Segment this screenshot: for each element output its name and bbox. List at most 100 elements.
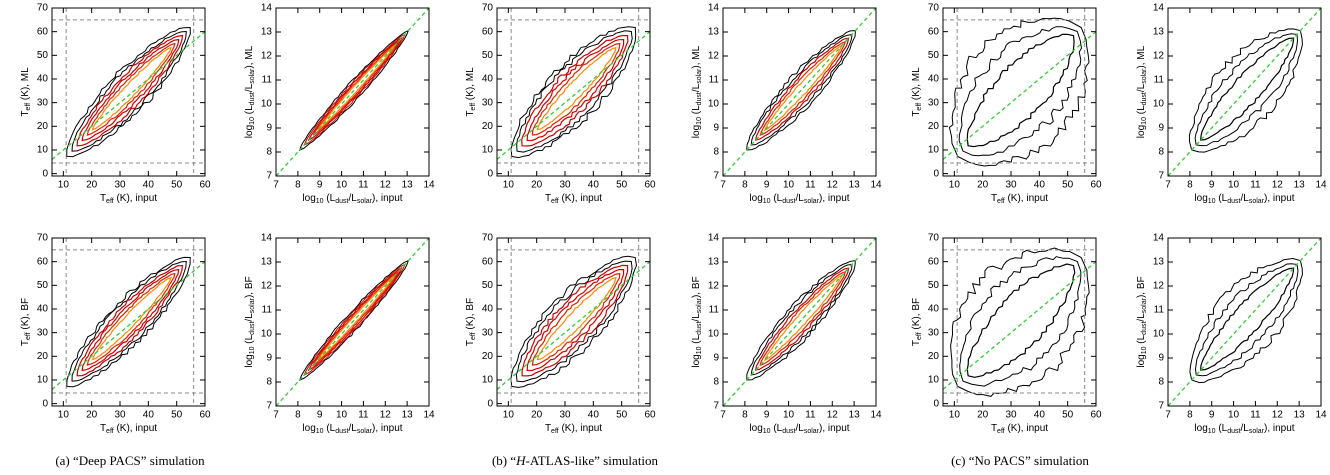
label-part: eff bbox=[25, 103, 32, 111]
label-part: T bbox=[20, 111, 31, 117]
x-tick-label: 9 bbox=[317, 410, 323, 421]
x-tick-label: 40 bbox=[588, 180, 600, 191]
contour bbox=[948, 17, 1090, 167]
label-part: 10 bbox=[316, 198, 324, 205]
label-part: (L bbox=[324, 423, 336, 434]
contour bbox=[526, 38, 625, 142]
label-part: /L bbox=[244, 313, 255, 322]
label-part: log bbox=[244, 354, 255, 367]
one-to-one-line bbox=[496, 31, 651, 160]
label-part: (L bbox=[244, 105, 255, 117]
caption: (c) “No PACS” simulation bbox=[951, 453, 1089, 468]
x-tick-label: 13 bbox=[402, 410, 414, 421]
label-part: 10 bbox=[696, 346, 703, 354]
plot-frame bbox=[496, 7, 651, 177]
label-part: dust bbox=[1141, 322, 1148, 335]
contour bbox=[966, 263, 1076, 378]
y-tick-label: 40 bbox=[37, 74, 49, 85]
label-part: (K), BF bbox=[911, 298, 922, 332]
y-tick-label: 14 bbox=[708, 233, 720, 244]
label-part: /L bbox=[1240, 423, 1249, 434]
x-tick-label: 20 bbox=[86, 180, 98, 191]
contour bbox=[510, 255, 638, 388]
x-tick-label: 7 bbox=[720, 180, 726, 191]
label-part: (L bbox=[1136, 105, 1147, 117]
x-axis-label: Teff (K), input bbox=[991, 423, 1048, 436]
label-part: ), input bbox=[1264, 423, 1295, 434]
label-part: dust bbox=[249, 322, 256, 335]
label-part: log bbox=[244, 125, 255, 138]
contour bbox=[966, 33, 1075, 148]
label-part: log bbox=[749, 423, 762, 434]
x-tick-label: 13 bbox=[1294, 410, 1306, 421]
label-part: T bbox=[465, 111, 476, 117]
x-tick-label: 12 bbox=[1272, 180, 1284, 191]
y-tick-label: 0 bbox=[933, 398, 939, 409]
y-tick-label: 10 bbox=[37, 145, 49, 156]
y-axis-label: Teff (K), ML bbox=[20, 67, 33, 117]
y-axis-label: log10 (Ldust/Lsolar), ML bbox=[691, 45, 704, 138]
plot-frame bbox=[275, 237, 430, 407]
y-tick-label: 60 bbox=[482, 256, 494, 267]
label-part: (L bbox=[1216, 193, 1228, 204]
contour bbox=[76, 264, 184, 377]
label-part: T bbox=[545, 193, 551, 204]
label-part: (L bbox=[244, 334, 255, 346]
y-tick-label: 20 bbox=[37, 121, 49, 132]
y-tick-label: 11 bbox=[1154, 305, 1165, 316]
contour bbox=[91, 276, 172, 361]
x-tick-label: 9 bbox=[1209, 410, 1215, 421]
x-tick-label: 14 bbox=[1315, 180, 1327, 191]
label-part: solar bbox=[249, 297, 256, 313]
label-part: ), ML bbox=[1136, 45, 1147, 68]
x-tick-label: 60 bbox=[199, 180, 211, 191]
y-tick-label: 10 bbox=[482, 145, 494, 156]
label-part: log bbox=[302, 423, 315, 434]
label-part: T bbox=[991, 423, 997, 434]
x-tick-label: 9 bbox=[764, 410, 770, 421]
contour bbox=[1200, 37, 1295, 141]
y-tick-label: 7 bbox=[713, 171, 719, 182]
label-part: (K), BF bbox=[465, 298, 476, 332]
x-tick-label: 60 bbox=[644, 180, 656, 191]
one-to-one-line bbox=[1167, 237, 1322, 407]
y-tick-label: 0 bbox=[933, 168, 939, 179]
one-to-one-line bbox=[722, 7, 877, 177]
x-tick-label: 7 bbox=[1165, 180, 1171, 191]
x-tick-label: 50 bbox=[616, 410, 628, 421]
y-tick-label: 50 bbox=[928, 50, 940, 61]
x-tick-label: 12 bbox=[827, 410, 839, 421]
x-tick-label: 40 bbox=[1034, 180, 1046, 191]
label-part: dust bbox=[1227, 428, 1240, 435]
plot-frame bbox=[722, 7, 877, 177]
x-tick-label: 13 bbox=[849, 410, 861, 421]
x-tick-label: 10 bbox=[949, 410, 961, 421]
y-tick-label: 10 bbox=[928, 145, 940, 156]
label-part: log bbox=[1136, 354, 1147, 367]
y-axis-label: log10 (Ldust/Lsolar), ML bbox=[244, 45, 257, 138]
x-tick-label: 20 bbox=[977, 410, 989, 421]
label-part: ), BF bbox=[1136, 276, 1147, 298]
label-part: solar bbox=[696, 68, 703, 84]
x-tick-label: 30 bbox=[1005, 410, 1017, 421]
y-tick-label: 10 bbox=[708, 99, 720, 110]
x-tick-label: 13 bbox=[402, 180, 414, 191]
y-tick-label: 12 bbox=[261, 51, 273, 62]
y-tick-label: 10 bbox=[1153, 329, 1165, 340]
label-part: /L bbox=[348, 193, 357, 204]
label-part: eff bbox=[916, 332, 923, 340]
contour bbox=[754, 37, 850, 141]
y-tick-label: 70 bbox=[37, 233, 49, 244]
y-tick-label: 8 bbox=[1158, 147, 1164, 158]
label-part: T bbox=[911, 111, 922, 117]
y-tick-label: 9 bbox=[713, 353, 719, 364]
contour bbox=[66, 26, 191, 158]
label-part: /L bbox=[691, 313, 702, 322]
x-tick-label: 11 bbox=[358, 410, 369, 421]
label-part: (K), ML bbox=[911, 67, 922, 103]
y-tick-label: 12 bbox=[708, 51, 720, 62]
label-part: /L bbox=[348, 423, 357, 434]
plot-frame bbox=[722, 237, 877, 407]
label-part: ), BF bbox=[244, 276, 255, 298]
